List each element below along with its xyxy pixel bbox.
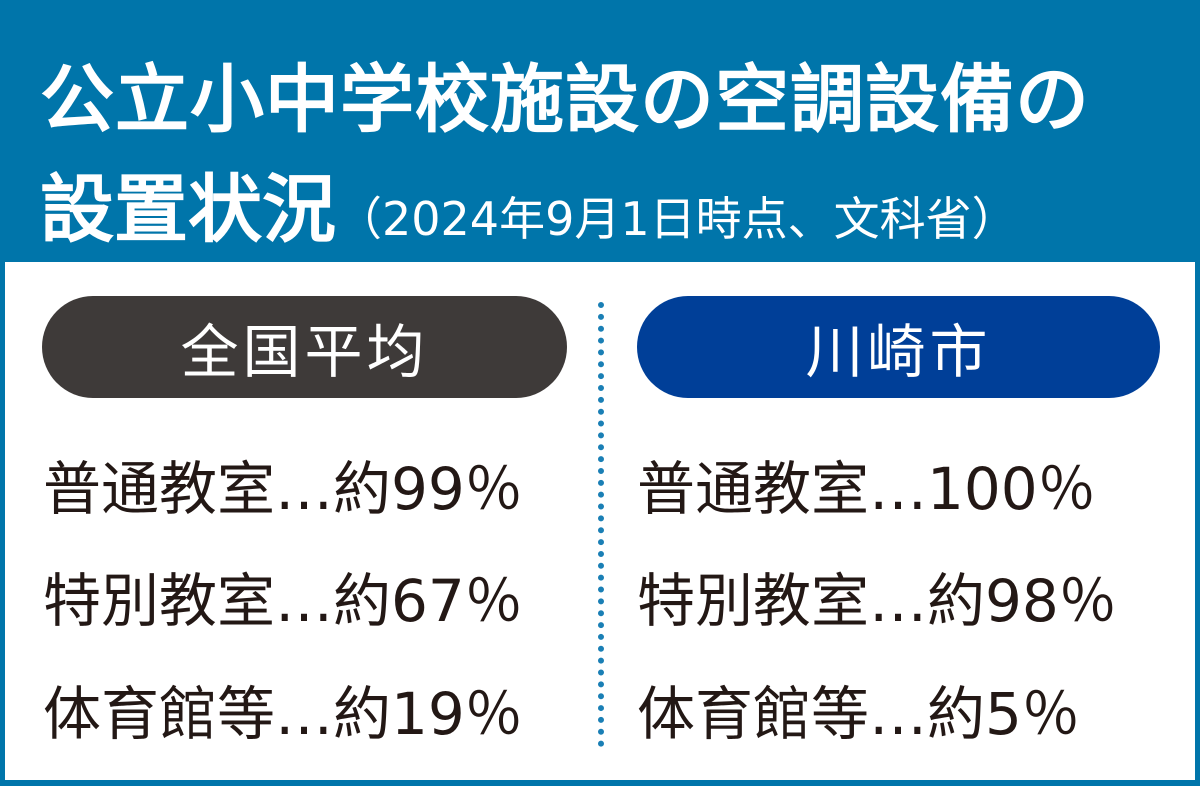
- dotted-divider: [598, 302, 604, 747]
- title-note: （2024年9月1日時点、文科省）: [336, 192, 1018, 246]
- national-average-label: 全国平均: [42, 296, 567, 398]
- national-row-regular: 普通教室…約99％: [43, 455, 523, 523]
- kawasaki-label: 川崎市: [637, 296, 1160, 398]
- kawasaki-row-regular: 普通教室…100％: [637, 455, 1096, 523]
- kawasaki-row-gym: 体育館等…約5％: [637, 680, 1080, 748]
- national-row-gym: 体育館等…約19％: [43, 680, 523, 748]
- national-row-special: 特別教室…約67％: [43, 567, 523, 635]
- kawasaki-row-special: 特別教室…約98％: [637, 567, 1117, 635]
- title-line-2: 設置状況（2024年9月1日時点、文科省）: [40, 150, 1018, 257]
- comparison-panel: 全国平均 川崎市 普通教室…約99％ 特別教室…約67％ 体育館等…約19％ 普…: [5, 262, 1195, 780]
- title-line-1: 公立小中学校施設の空調設備の: [40, 57, 1090, 143]
- title-main: 設置状況: [40, 167, 336, 253]
